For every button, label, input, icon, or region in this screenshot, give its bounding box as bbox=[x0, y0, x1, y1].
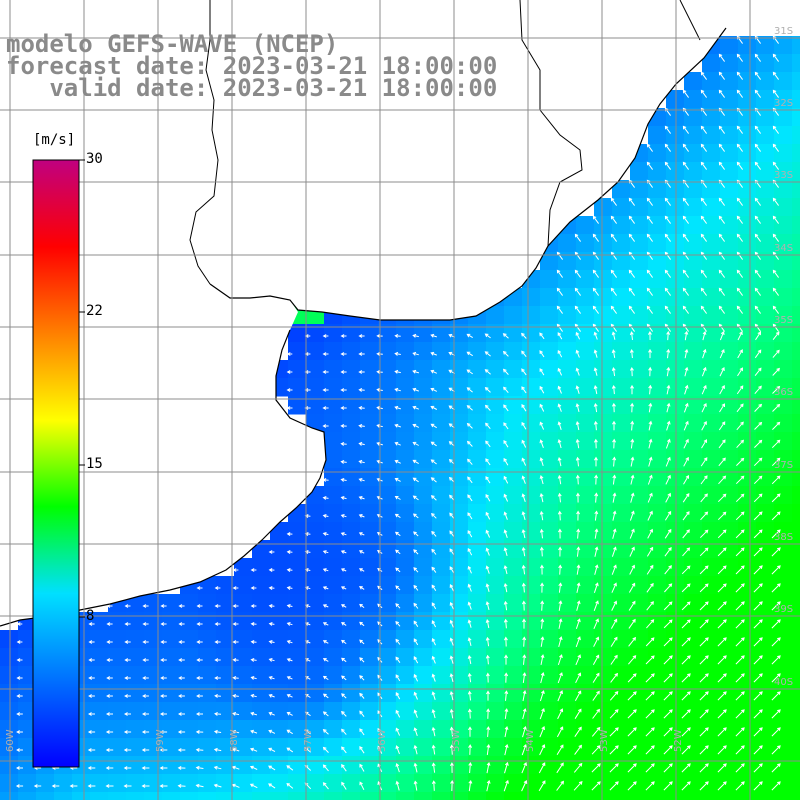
lon-label-59w: 59W bbox=[155, 729, 166, 752]
lat-label-34s: 34S bbox=[774, 243, 794, 254]
colorbar-tick-15: 15 bbox=[86, 456, 103, 472]
lon-label-55w: 55W bbox=[451, 729, 462, 752]
lon-label-52w: 52W bbox=[673, 729, 684, 752]
lat-label-33s: 33S bbox=[774, 170, 794, 181]
lon-label-60w: 60W bbox=[5, 729, 16, 752]
model-title: modelo GEFS-WAVE (NCEP) bbox=[6, 30, 339, 58]
colorbar-unit: [m/s] bbox=[32, 132, 77, 148]
valid-date: valid date: 2023-03-21 18:00:00 bbox=[6, 74, 498, 102]
lat-label-35s: 35S bbox=[774, 315, 794, 326]
lon-label-56w: 56W bbox=[377, 729, 388, 752]
forecast-date: forecast date: 2023-03-21 18:00:00 bbox=[6, 52, 498, 80]
colorbar-tick-30: 30 bbox=[86, 151, 103, 167]
lat-label-37s: 37S bbox=[774, 460, 794, 471]
lat-label-38s: 38S bbox=[774, 532, 794, 543]
lat-label-39s: 39S bbox=[774, 604, 794, 615]
colorbar-tick-22: 22 bbox=[86, 303, 103, 319]
lon-label-54w: 54W bbox=[525, 729, 536, 752]
lat-label-36s: 36S bbox=[774, 387, 794, 398]
lon-label-53w: 53W bbox=[599, 729, 610, 752]
colorbar-tick-8: 8 bbox=[86, 608, 95, 624]
lat-label-31s: 31S bbox=[774, 26, 794, 37]
lon-label-57w: 57W bbox=[303, 729, 314, 752]
lon-label-58w: 58W bbox=[229, 729, 240, 752]
lat-label-40s: 40S bbox=[774, 677, 794, 688]
lat-label-32s: 32S bbox=[774, 98, 794, 109]
